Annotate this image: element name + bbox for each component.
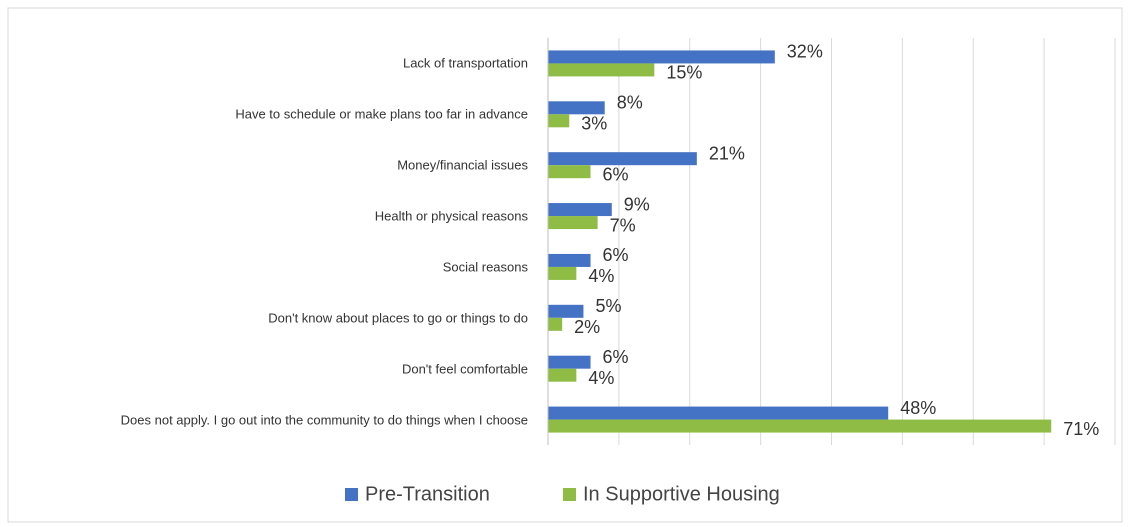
value-label: 32% — [787, 42, 823, 62]
bar — [548, 406, 889, 420]
chart-border — [7, 7, 1123, 523]
category-label: Health or physical reasons — [8, 207, 528, 226]
value-label: 6% — [603, 347, 629, 367]
value-label: 21% — [709, 143, 745, 163]
category-text: Social reasons — [442, 259, 528, 275]
category-label: Money/financial issues — [8, 156, 528, 175]
legend-swatch — [563, 488, 576, 501]
bar — [548, 165, 591, 179]
category-text: Does not apply. I go out into the commun… — [120, 412, 528, 428]
bar — [548, 304, 584, 318]
bar — [548, 216, 598, 230]
bar — [548, 317, 563, 331]
bar — [548, 253, 591, 267]
value-label: 8% — [617, 93, 643, 113]
category-label: Lack of transportation — [8, 54, 528, 73]
bar — [548, 355, 591, 369]
bar — [548, 63, 655, 77]
bar — [548, 419, 1052, 433]
category-label: Social reasons — [8, 257, 528, 276]
value-label: 5% — [595, 296, 621, 316]
bar — [548, 152, 697, 166]
bar — [548, 368, 577, 382]
value-label: 4% — [588, 368, 614, 388]
value-label: 6% — [603, 245, 629, 265]
category-text: Lack of transportation — [402, 55, 528, 71]
bar — [548, 114, 570, 128]
value-label: 3% — [581, 114, 607, 134]
legend-label: Pre-Transition — [365, 483, 490, 505]
value-label: 71% — [1063, 419, 1099, 439]
value-label: 4% — [588, 266, 614, 286]
category-text: Don't know about places to go or things … — [268, 310, 528, 326]
legend-label: In Supportive Housing — [583, 483, 780, 505]
value-label: 15% — [666, 63, 702, 83]
category-text: Health or physical reasons — [374, 208, 528, 224]
category-text: Money/financial issues — [397, 157, 528, 173]
value-label: 9% — [624, 194, 650, 214]
value-label: 48% — [900, 398, 936, 418]
category-label: Have to schedule or make plans too far i… — [8, 105, 528, 124]
category-text: Don't feel comfortable — [401, 361, 528, 377]
value-label: 6% — [603, 164, 629, 184]
bar — [548, 266, 577, 280]
bar — [548, 101, 605, 115]
value-label: 2% — [574, 317, 600, 337]
value-label: 7% — [610, 215, 636, 235]
category-text: Have to schedule or make plans too far i… — [235, 106, 528, 122]
bar — [548, 203, 612, 217]
bar — [548, 50, 775, 64]
category-label: Don't know about places to go or things … — [8, 308, 528, 327]
category-label: Does not apply. I go out into the commun… — [8, 410, 528, 429]
legend-swatch — [345, 488, 358, 501]
category-label: Don't feel comfortable — [8, 359, 528, 378]
